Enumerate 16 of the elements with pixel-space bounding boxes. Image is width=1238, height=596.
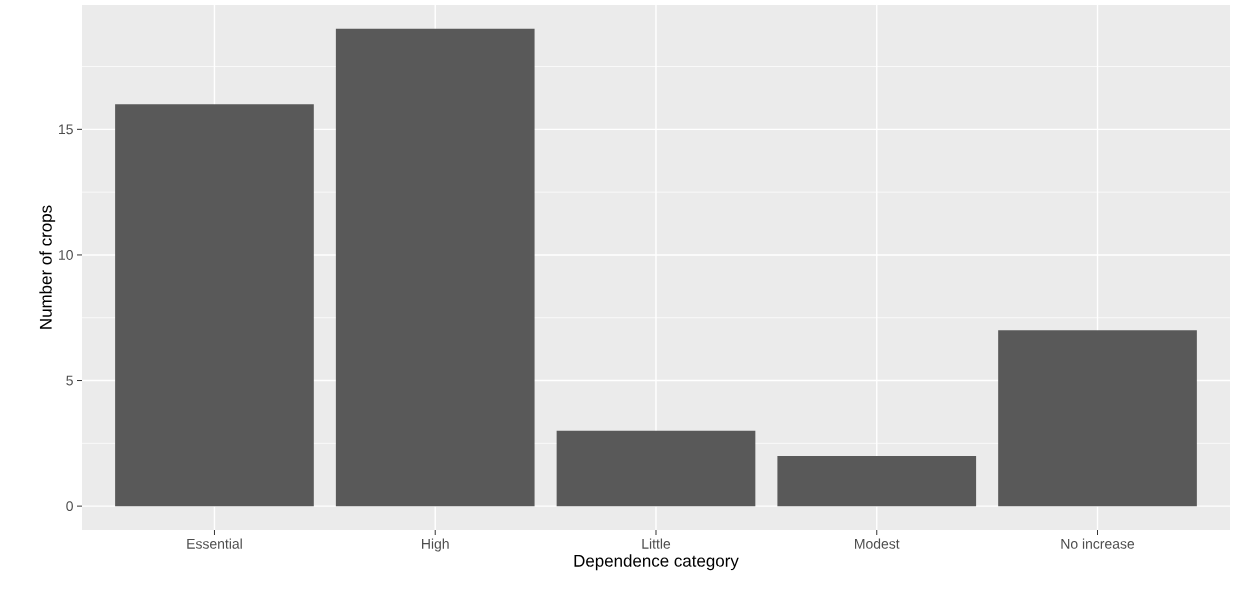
x-tick-label: Essential [187, 538, 242, 549]
bar [998, 330, 1197, 507]
x-tick-label: Modest [855, 538, 900, 549]
x-tick-label: Little [642, 538, 671, 549]
bar [115, 104, 314, 507]
bar [556, 430, 756, 507]
bar [335, 28, 535, 507]
y-tick-label: 0 [66, 501, 73, 512]
x-axis-title: Dependence category [574, 554, 739, 571]
x-tick-label: No increase [1061, 538, 1135, 549]
y-tick-label: 15 [59, 124, 73, 135]
bar [777, 455, 977, 507]
x-tick-label: High [422, 538, 449, 552]
y-axis-title: Number of crops [39, 205, 56, 329]
y-tick-label: 10 [59, 249, 73, 260]
y-tick-label: 5 [66, 375, 73, 386]
